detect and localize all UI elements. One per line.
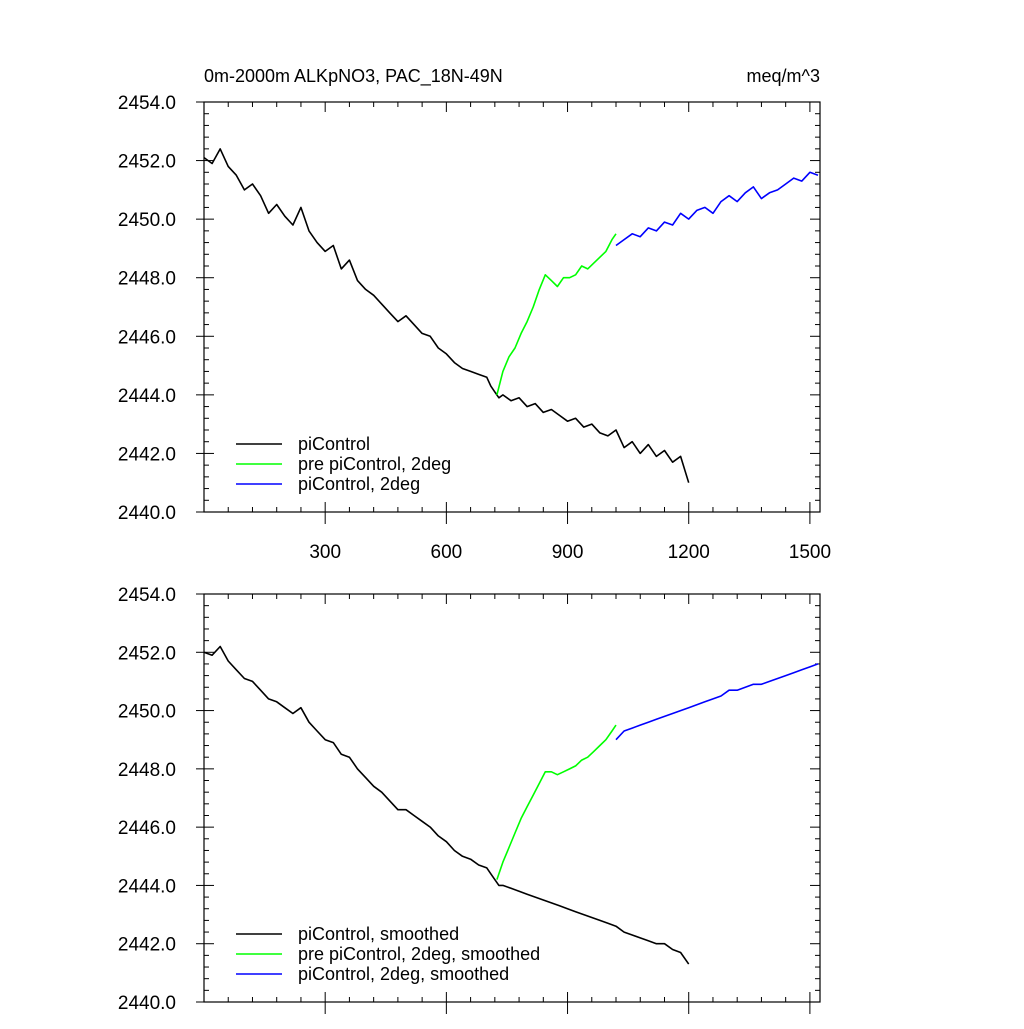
plot-frame bbox=[203, 101, 821, 513]
bottom-panel: 2440.0 2442.0 2444.0 2446.0 2448.0 2450.0 2452… bbox=[118, 585, 821, 1014]
y-tick-label: 2454.0 bbox=[118, 93, 176, 114]
top-panel: 2440.0 2442.0 2444.0 2446.0 2448.0 2450.0 2452… bbox=[118, 93, 831, 563]
y-tick-label: 2444.0 bbox=[118, 386, 176, 407]
y-tick-label: 2448.0 bbox=[118, 760, 176, 781]
y-tick-label: 2446.0 bbox=[118, 818, 176, 839]
y-tick-label: 2440.0 bbox=[118, 993, 176, 1014]
x-tick-label: 1500 bbox=[789, 542, 831, 563]
x-tick-label: 600 bbox=[431, 542, 463, 563]
legend-label: piControl, 2deg, smoothed bbox=[298, 964, 509, 984]
y-tick-label: 2454.0 bbox=[118, 585, 176, 606]
series-line-2 bbox=[615, 171, 819, 247]
x-tick-label: 900 bbox=[552, 542, 584, 563]
y-tick-label: 2446.0 bbox=[118, 327, 176, 348]
series-line-1 bbox=[496, 724, 617, 880]
y-tick-label: 2450.0 bbox=[118, 210, 176, 231]
legend-label: pre piControl, 2deg bbox=[298, 454, 451, 474]
y-tick-label: 2452.0 bbox=[118, 643, 176, 664]
y-tick-label: 2442.0 bbox=[118, 935, 176, 956]
series-line-0 bbox=[203, 148, 690, 483]
y-tick-label: 2448.0 bbox=[118, 269, 176, 290]
y-tick-label: 2444.0 bbox=[118, 876, 176, 897]
plot-frame bbox=[203, 593, 821, 1003]
series-line-1 bbox=[496, 233, 617, 396]
y-tick-label: 2440.0 bbox=[118, 503, 176, 524]
legend-label: pre piControl, 2deg, smoothed bbox=[298, 944, 540, 964]
series-line-2 bbox=[615, 663, 819, 741]
series-line-0 bbox=[203, 645, 690, 965]
y-tick-label: 2452.0 bbox=[118, 152, 176, 173]
x-tick-label: 1200 bbox=[668, 542, 710, 563]
x-tick-label: 300 bbox=[309, 542, 341, 563]
chart-title: 0m-2000m ALKpNO3, PAC_18N-49N bbox=[204, 66, 503, 87]
y-tick-label: 2442.0 bbox=[118, 444, 176, 465]
chart-units: meq/m^3 bbox=[747, 66, 820, 86]
legend-label: piControl, 2deg bbox=[298, 474, 420, 494]
legend-label: piControl, smoothed bbox=[298, 924, 459, 944]
legend-label: piControl bbox=[298, 434, 370, 454]
y-tick-label: 2450.0 bbox=[118, 702, 176, 723]
